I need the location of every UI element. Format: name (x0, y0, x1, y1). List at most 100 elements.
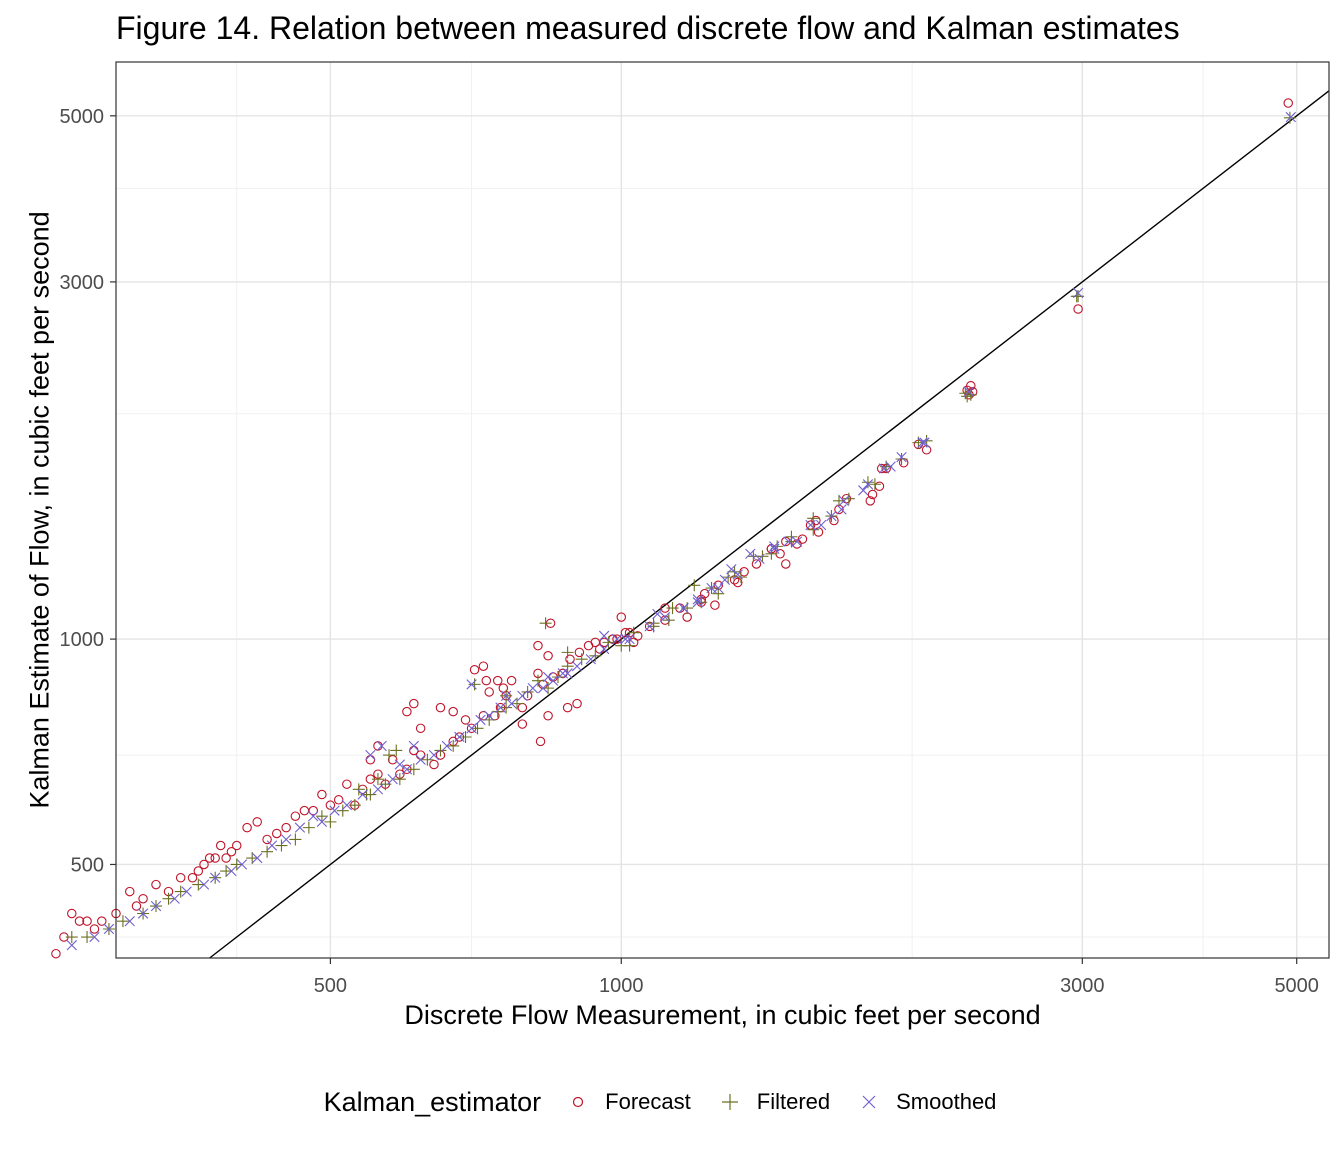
forecast-point (342, 779, 352, 789)
forecast-point (175, 872, 186, 883)
smoothed-point (692, 597, 703, 608)
filtered-point (666, 602, 679, 615)
filtered-point (116, 915, 129, 928)
smoothed-point (226, 865, 237, 877)
forecast-point (281, 822, 291, 833)
filtered-point (81, 931, 94, 944)
x-tick-label: 3000 (1060, 975, 1105, 997)
smoothed-point (365, 749, 376, 761)
filtered-point (390, 744, 403, 757)
forecast-point (199, 859, 209, 870)
smoothed-point (571, 661, 583, 672)
smoothed-point (357, 789, 368, 800)
smoothed-point (329, 805, 340, 816)
smoothed-point (466, 723, 477, 734)
smoothed-point (537, 682, 549, 694)
y-tick-label: 3000 (60, 272, 105, 294)
filtered-point (589, 649, 602, 662)
forecast-point (543, 710, 553, 721)
forecast-point (271, 828, 282, 839)
smoothed-point (401, 764, 413, 775)
forecast-point (574, 647, 585, 658)
forecast-point (193, 866, 204, 876)
filtered-point (712, 587, 725, 600)
filtered-point (289, 833, 302, 846)
smoothed-point (719, 574, 731, 586)
filtered-point (379, 778, 392, 791)
filtered-point (688, 579, 701, 592)
filtered-point (459, 730, 472, 743)
filtered-point (1070, 290, 1083, 303)
forecast-point (492, 675, 503, 686)
forecast-point (469, 665, 480, 675)
smoothed-point (308, 811, 319, 822)
smoothed-point (198, 879, 210, 890)
legend-label-filtered: Filtered (756, 1089, 831, 1114)
filtered-point (407, 763, 420, 776)
filtered-point (561, 646, 574, 659)
smoothed-point (236, 859, 248, 870)
smoothed-point (542, 671, 554, 683)
forecast-point (325, 800, 336, 810)
plot-background (116, 62, 1329, 958)
forecast-point (867, 489, 878, 500)
filtered-point (324, 815, 337, 828)
forecast-point (710, 600, 720, 610)
forecast-point (231, 840, 242, 851)
filtered-point (352, 783, 365, 796)
smoothed-point (917, 437, 928, 448)
forecast-point (517, 719, 528, 729)
filtered-point (785, 530, 798, 543)
filtered-point (842, 492, 855, 505)
plot-border (115, 61, 1330, 959)
forecast-point (478, 661, 489, 671)
smoothed-point (169, 893, 180, 904)
smoothed-point (294, 822, 306, 833)
y-tick-label: 5000 (60, 106, 105, 128)
filtered-point (627, 626, 640, 639)
forecast-point (187, 872, 198, 883)
filtered-point (561, 660, 574, 673)
smoothed-point (66, 940, 77, 951)
filtered-point (500, 701, 513, 714)
forecast-point (317, 789, 327, 800)
smoothed-point (783, 536, 794, 547)
smoothed-point (838, 495, 850, 507)
forecast-point (565, 654, 575, 664)
smoothed-point (415, 754, 426, 765)
forecast-point (204, 853, 215, 863)
smoothed-point (919, 437, 930, 448)
forecast-point (792, 539, 802, 549)
forecast-point (506, 675, 517, 686)
filtered-point (230, 858, 243, 871)
smoothed-point (754, 553, 765, 565)
forecast-point (252, 817, 262, 827)
filtered-point (393, 773, 406, 786)
forecast-point (402, 706, 412, 717)
smoothed-point (527, 682, 539, 694)
smoothed-point (805, 519, 816, 531)
filtered-point (302, 821, 315, 834)
forecast-point (751, 559, 762, 569)
x-marker-icon (862, 1095, 876, 1109)
smoothed-point (692, 594, 703, 605)
legend-label-forecast: Forecast (605, 1089, 691, 1114)
legend-item-forecast: Forecast (563, 1087, 691, 1117)
smoothed-point (252, 852, 263, 864)
smoothed-point (103, 923, 115, 935)
one-to-one-line (209, 90, 1330, 959)
forecast-point (612, 634, 622, 644)
smoothed-point (652, 608, 663, 620)
forecast-point (242, 822, 252, 833)
smoothed-point (428, 749, 440, 761)
filtered-point (623, 639, 636, 652)
smoothed-point (726, 563, 737, 575)
forecast-point (333, 795, 344, 805)
x-tick-label: 1000 (599, 975, 644, 997)
filtered-point (961, 390, 974, 403)
forecast-point (562, 702, 573, 713)
filtered-point (959, 387, 972, 400)
forecast-point (543, 651, 553, 661)
forecast-point (138, 893, 148, 904)
